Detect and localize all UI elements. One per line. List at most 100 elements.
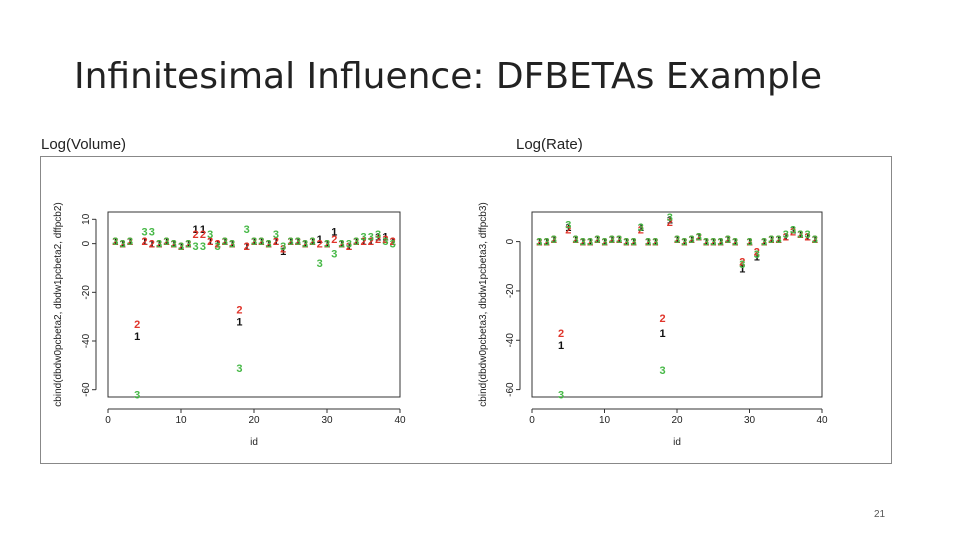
data-point-series-2: 2 (171, 239, 177, 251)
data-point-series-1: 1 (382, 231, 388, 243)
data-point-series-2: 2 (331, 234, 337, 246)
x-tick-label: 40 (394, 415, 406, 426)
data-point-series-2: 2 (317, 239, 323, 251)
data-point-series-2: 2 (717, 237, 723, 249)
data-point-series-1: 1 (609, 234, 615, 246)
data-point-series-1: 1 (134, 331, 140, 343)
data-point-series-2: 2 (804, 232, 810, 244)
data-point-series-3: 3 (229, 239, 235, 251)
data-point-series-2: 2 (200, 229, 206, 241)
data-point-series-1: 1 (739, 264, 745, 276)
data-point-series-3: 3 (331, 248, 337, 260)
data-point-series-2: 2 (287, 236, 293, 248)
data-point-series-1: 1 (200, 224, 206, 236)
data-point-series-1: 1 (587, 237, 593, 249)
data-point-series-1: 1 (127, 236, 133, 248)
data-point-series-3: 3 (353, 236, 359, 248)
data-point-series-1: 1 (710, 237, 716, 249)
data-point-series-2: 2 (134, 319, 140, 331)
data-point-series-1: 1 (346, 241, 352, 253)
y-tick-label: -20 (505, 283, 516, 298)
data-point-series-2: 2 (681, 237, 687, 249)
data-point-series-1: 1 (725, 234, 731, 246)
data-point-series-1: 1 (804, 232, 810, 244)
data-point-series-2: 2 (193, 229, 199, 241)
data-point-series-1: 1 (112, 236, 118, 248)
data-point-series-3: 3 (645, 237, 651, 249)
data-point-series-3: 3 (674, 234, 680, 246)
data-point-series-3: 3 (681, 237, 687, 249)
x-tick-label: 10 (175, 415, 187, 426)
data-point-series-3: 3 (717, 237, 723, 249)
data-point-series-1: 1 (178, 241, 184, 253)
data-point-series-3: 3 (134, 390, 140, 402)
data-point-series-2: 2 (783, 232, 789, 244)
data-point-series-1: 1 (229, 239, 235, 251)
data-point-series-1: 1 (703, 237, 709, 249)
plot-frame (531, 211, 823, 398)
y-tick-label: -60 (505, 382, 516, 397)
y-tick-label: -40 (505, 333, 516, 348)
data-point-series-1: 1 (280, 246, 286, 258)
data-point-series-3: 3 (222, 236, 228, 248)
x-tick-label: 30 (321, 415, 333, 426)
data-point-series-3: 3 (317, 258, 323, 270)
data-point-series-3: 3 (258, 236, 264, 248)
data-point-series-3: 3 (287, 236, 293, 248)
data-point-series-3: 3 (732, 237, 738, 249)
data-point-series-3: 3 (739, 259, 745, 271)
data-point-series-3: 3 (558, 390, 564, 402)
data-point-series-2: 2 (141, 236, 147, 248)
data-point-series-3: 3 (390, 239, 396, 251)
x-tick-label: 40 (816, 415, 828, 426)
figure-frame: 0 10 20 30 40 10 0 -20 -40 -60 id cbind(dbdw0pcbeta… (40, 156, 892, 464)
data-point-series-2: 2 (601, 237, 607, 249)
data-point-series-1: 1 (761, 237, 767, 249)
data-point-series-3: 3 (703, 237, 709, 249)
data-point-series-1: 1 (236, 317, 242, 329)
data-point-series-3: 3 (112, 236, 118, 248)
data-point-series-1: 1 (368, 236, 374, 248)
data-point-series-2: 2 (667, 217, 673, 229)
data-point-series-2: 2 (295, 236, 301, 248)
data-point-series-2: 2 (761, 237, 767, 249)
data-point-series-1: 1 (156, 239, 162, 251)
data-point-series-1: 1 (171, 239, 177, 251)
data-point-series-2: 2 (572, 234, 578, 246)
data-point-series-1: 1 (732, 237, 738, 249)
data-point-series-2: 2 (652, 237, 658, 249)
data-point-series-3: 3 (710, 237, 716, 249)
data-point-series-1: 1 (302, 239, 308, 251)
y-tick-label: 10 (81, 213, 92, 225)
data-point-series-3: 3 (141, 226, 147, 238)
data-point-series-2: 2 (536, 237, 542, 249)
data-point-series-1: 1 (638, 222, 644, 234)
data-point-series-2: 2 (609, 234, 615, 246)
data-point-series-2: 2 (222, 236, 228, 248)
data-point-series-2: 2 (558, 328, 564, 340)
data-point-series-2: 2 (178, 241, 184, 253)
data-point-series-1: 1 (783, 232, 789, 244)
data-point-series-2: 2 (251, 236, 257, 248)
data-point-series-3: 3 (746, 237, 752, 249)
x-axis-title: id (250, 437, 258, 448)
data-point-series-2: 2 (280, 244, 286, 256)
data-point-series-3: 3 (236, 363, 242, 375)
data-point-series-3: 3 (551, 234, 557, 246)
data-point-series-3: 3 (659, 365, 665, 377)
data-point-series-2: 2 (244, 241, 250, 253)
data-point-series-3: 3 (696, 232, 702, 244)
data-point-series-2: 2 (543, 237, 549, 249)
data-point-series-1: 1 (244, 241, 250, 253)
data-point-series-2: 2 (659, 313, 665, 325)
data-point-series-2: 2 (112, 236, 118, 248)
data-point-series-3: 3 (280, 241, 286, 253)
data-point-series-2: 2 (360, 236, 366, 248)
data-point-series-2: 2 (258, 236, 264, 248)
data-point-series-1: 1 (251, 236, 257, 248)
data-point-series-2: 2 (207, 236, 213, 248)
data-point-series-1: 1 (360, 236, 366, 248)
data-point-series-1: 1 (222, 236, 228, 248)
data-point-series-3: 3 (185, 239, 191, 251)
data-point-series-2: 2 (156, 239, 162, 251)
